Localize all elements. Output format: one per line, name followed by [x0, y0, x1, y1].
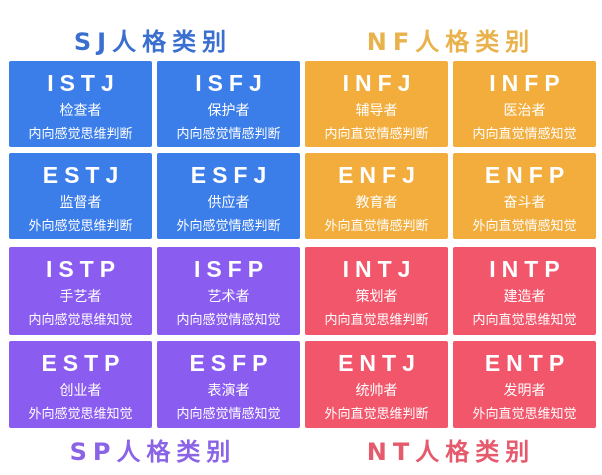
type-description: 外向直觉情感判断 — [324, 219, 429, 234]
type-code: INFP — [489, 70, 566, 96]
type-code: ENTP — [484, 350, 571, 376]
type-code: ENFP — [484, 162, 571, 188]
type-code: ESFJ — [190, 162, 273, 188]
type-card-entj: ENTJ 统帅者外向直觉思维判断 — [305, 341, 448, 428]
type-role: 检查者 — [59, 103, 102, 119]
group-title-nt: NT人格类别 — [366, 438, 536, 466]
type-description: 外向感觉思维判断 — [28, 219, 133, 234]
type-description: 外向直觉情感知觉 — [472, 219, 577, 234]
type-description: 外向直觉思维知觉 — [472, 407, 577, 422]
type-code: ENTJ — [338, 350, 421, 376]
type-role: 奋斗者 — [503, 195, 546, 211]
type-role: 辅导者 — [355, 103, 398, 119]
type-role: 监督者 — [59, 195, 102, 211]
type-code: ISFJ — [195, 70, 268, 96]
type-description: 内向直觉情感知觉 — [472, 127, 577, 142]
type-description: 内向感觉思维知觉 — [28, 313, 133, 328]
type-role: 创业者 — [59, 383, 102, 399]
type-card-istj: ISTJ 检查者内向感觉思维判断 — [9, 61, 152, 147]
type-description: 外向感觉情感判断 — [176, 219, 281, 234]
group-title-nf: NF人格类别 — [366, 28, 536, 56]
type-role: 艺术者 — [207, 289, 250, 305]
type-code: ESTJ — [42, 162, 125, 188]
type-code: INTJ — [342, 256, 417, 282]
type-code: ISTJ — [47, 70, 120, 96]
type-card-istp: ISTP 手艺者内向感觉思维知觉 — [9, 247, 152, 335]
type-description: 内向直觉思维判断 — [324, 313, 429, 328]
type-card-enfj: ENFJ 教育者外向直觉情感判断 — [305, 153, 448, 239]
type-description: 内向直觉思维知觉 — [472, 313, 577, 328]
type-card-entp: ENTP 发明者外向直觉思维知觉 — [453, 341, 596, 428]
type-description: 外向感觉思维知觉 — [28, 407, 133, 422]
type-card-esfj: ESFJ 供应者外向感觉情感判断 — [157, 153, 300, 239]
type-role: 医治者 — [503, 103, 546, 119]
type-card-infp: INFP 医治者内向直觉情感知觉 — [453, 61, 596, 147]
type-card-isfj: ISFJ 保护者内向感觉情感判断 — [157, 61, 300, 147]
group-title-sp: SP人格类别 — [69, 438, 237, 466]
type-card-estj: ESTJ 监督者外向感觉思维判断 — [9, 153, 152, 239]
type-role: 发明者 — [503, 383, 546, 399]
type-card-infj: INFJ 辅导者内向直觉情感判断 — [305, 61, 448, 147]
type-role: 手艺者 — [59, 289, 102, 305]
type-code: INFJ — [342, 70, 417, 96]
type-description: 内向感觉情感知觉 — [176, 313, 281, 328]
type-role: 保护者 — [207, 103, 250, 119]
type-code: INTP — [489, 256, 566, 282]
type-role: 供应者 — [207, 195, 250, 211]
type-card-estp: ESTP 创业者外向感觉思维知觉 — [9, 341, 152, 428]
type-description: 内向感觉情感知觉 — [176, 407, 281, 422]
group-title-sj: SJ人格类别 — [73, 28, 233, 56]
type-code: ISFP — [193, 256, 270, 282]
type-role: 建造者 — [503, 289, 546, 305]
type-code: ISTP — [45, 256, 122, 282]
type-description: 内向感觉思维判断 — [28, 127, 133, 142]
type-card-esfp: ESFP 表演者内向感觉情感知觉 — [157, 341, 300, 428]
type-description: 外向直觉思维判断 — [324, 407, 429, 422]
type-code: ESFP — [189, 350, 274, 376]
type-role: 教育者 — [355, 195, 398, 211]
type-description: 内向感觉情感判断 — [176, 127, 281, 142]
type-role: 表演者 — [207, 383, 250, 399]
type-card-intj: INTJ 策划者内向直觉思维判断 — [305, 247, 448, 335]
type-role: 统帅者 — [355, 383, 398, 399]
type-card-intp: INTP 建造者内向直觉思维知觉 — [453, 247, 596, 335]
type-role: 策划者 — [355, 289, 398, 305]
type-code: ENFJ — [338, 162, 421, 188]
type-card-isfp: ISFP 艺术者内向感觉情感知觉 — [157, 247, 300, 335]
type-description: 内向直觉情感判断 — [324, 127, 429, 142]
type-card-enfp: ENFP 奋斗者外向直觉情感知觉 — [453, 153, 596, 239]
type-code: ESTP — [41, 350, 126, 376]
